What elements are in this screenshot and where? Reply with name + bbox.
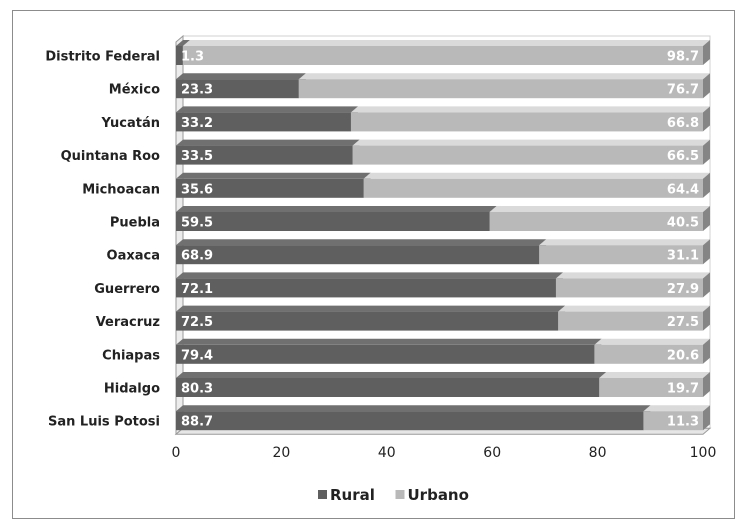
bar-segment-rural — [176, 206, 497, 231]
data-label-urbano: 27.9 — [667, 282, 699, 297]
x-tick-label: 40 — [378, 445, 396, 461]
data-label-rural: 72.1 — [181, 282, 213, 297]
data-label-urbano: 27.5 — [667, 315, 699, 330]
bar-segment-urbano — [350, 106, 710, 132]
legend-swatch-rural — [318, 490, 327, 499]
legend-swatch-urbano — [395, 490, 405, 499]
data-label-rural: 33.2 — [181, 116, 213, 131]
bar-segment-urbano — [555, 272, 710, 298]
bar-segment-urbano — [363, 172, 710, 198]
data-label-urbano: 66.5 — [667, 149, 699, 164]
category-label: Chiapas — [102, 348, 160, 363]
data-label-rural: 68.9 — [181, 249, 213, 264]
data-label-rural: 1.3 — [181, 50, 204, 65]
bar-segment-rural — [176, 338, 602, 364]
data-label-urbano: 64.4 — [667, 182, 699, 197]
bar-segment-urbano — [298, 73, 710, 99]
bar-segment-urbano — [558, 305, 710, 331]
bar-segment-rural — [176, 305, 566, 331]
category-label: Veracruz — [96, 315, 160, 330]
data-label-urbano: 40.5 — [667, 216, 699, 231]
bar-segment-rural — [176, 272, 563, 298]
category-label: Yucatán — [101, 116, 160, 131]
data-label-urbano: 76.7 — [667, 83, 699, 98]
data-labels: 1.3 98.7 23.3 76.7 33.2 66.8 33.5 66.5 35.6 64.4 5… — [181, 50, 699, 430]
category-label: México — [109, 83, 160, 98]
data-label-rural: 59.5 — [181, 216, 213, 231]
data-label-rural: 88.7 — [181, 415, 213, 430]
bar-segment-rural — [176, 139, 360, 165]
bar-segment-urbano — [594, 338, 710, 364]
data-label-urbano: 66.8 — [667, 116, 699, 131]
bar-segment-rural — [176, 372, 607, 397]
category-label: Guerrero — [94, 282, 160, 297]
legend-label-rural: Rural — [330, 486, 375, 504]
category-label: Michoacan — [82, 182, 160, 197]
bar-segment-urbano — [489, 206, 710, 231]
data-label-rural: 79.4 — [181, 348, 213, 363]
bar-segment-urbano — [643, 405, 710, 431]
data-label-urbano: 98.7 — [667, 50, 699, 65]
bar-segment-urbano — [599, 372, 710, 397]
data-label-urbano: 31.1 — [667, 249, 699, 264]
data-label-urbano: 19.7 — [667, 382, 699, 397]
legend-label-urbano: Urbano — [408, 486, 469, 504]
category-label: San Luis Potosi — [48, 415, 160, 430]
data-label-urbano: 11.3 — [667, 415, 699, 430]
bar-segment-urbano — [352, 139, 710, 165]
bar-segment-rural — [176, 405, 651, 431]
bar-segment-urbano — [539, 239, 710, 265]
x-tick-label: 100 — [690, 445, 717, 461]
category-label: Quintana Roo — [61, 149, 160, 164]
x-tick-label: 80 — [589, 445, 607, 461]
category-label: Distrito Federal — [45, 50, 160, 65]
bar-segment-rural — [176, 172, 371, 198]
data-label-rural: 33.5 — [181, 149, 213, 164]
data-label-urbano: 20.6 — [667, 348, 699, 363]
x-tick-label: 20 — [272, 445, 290, 461]
data-label-rural: 23.3 — [181, 83, 213, 98]
data-label-rural: 35.6 — [181, 182, 213, 197]
category-label: Hidalgo — [104, 382, 160, 397]
x-tick-label: 0 — [172, 445, 181, 461]
category-label: Oaxaca — [107, 249, 160, 264]
category-label: Puebla — [110, 216, 160, 231]
bar-segment-urbano — [182, 40, 710, 65]
data-label-rural: 72.5 — [181, 315, 213, 330]
data-label-rural: 80.3 — [181, 382, 213, 397]
bars — [176, 40, 710, 431]
x-tick-label: 60 — [483, 445, 501, 461]
legend: Rural Urbano — [318, 486, 469, 504]
bar-segment-rural — [176, 239, 547, 265]
